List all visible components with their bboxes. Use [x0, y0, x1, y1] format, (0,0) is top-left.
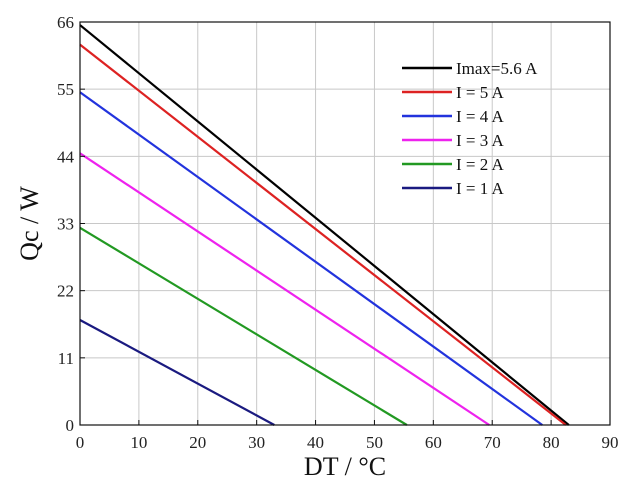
series-line	[79, 43, 567, 426]
series-line	[79, 152, 490, 426]
x-tick-label: 0	[76, 433, 85, 452]
x-tick-label: 20	[189, 433, 206, 452]
y-tick-label: 0	[66, 416, 75, 435]
x-tick-label: 80	[543, 433, 560, 452]
x-axis-title: DT / °C	[304, 452, 386, 481]
ticks: 0 10 20 30 40 50 60 70 80 90 0 11 22 33 44 55 66	[57, 13, 619, 452]
legend-label: I = 1 A	[456, 179, 505, 198]
series-line	[79, 226, 408, 426]
grid	[80, 22, 610, 425]
y-tick-label: 33	[57, 215, 74, 234]
legend: Imax=5.6 A I = 5 A I = 4 A I = 3 A I = 2 A I …	[402, 59, 538, 198]
x-tick-label: 90	[602, 433, 619, 452]
y-tick-label: 55	[57, 80, 74, 99]
legend-label: I = 3 A	[456, 131, 505, 150]
series-line	[79, 319, 275, 426]
x-tick-label: 50	[366, 433, 383, 452]
y-tick-label: 11	[58, 349, 74, 368]
x-tick-label: 70	[484, 433, 501, 452]
legend-label: I = 2 A	[456, 155, 505, 174]
y-axis-title: Qc / W	[15, 186, 44, 261]
y-tick-label: 22	[57, 282, 74, 301]
series-lines	[79, 24, 570, 426]
series-line	[79, 24, 570, 426]
y-tick-label: 44	[57, 147, 75, 166]
x-tick-label: 60	[425, 433, 442, 452]
x-tick-label: 40	[307, 433, 324, 452]
legend-label: I = 4 A	[456, 107, 505, 126]
x-tick-label: 10	[130, 433, 147, 452]
x-tick-label: 30	[248, 433, 265, 452]
legend-label: I = 5 A	[456, 83, 505, 102]
y-tick-label: 66	[57, 13, 74, 32]
legend-label: Imax=5.6 A	[456, 59, 538, 78]
series-line	[79, 91, 543, 426]
